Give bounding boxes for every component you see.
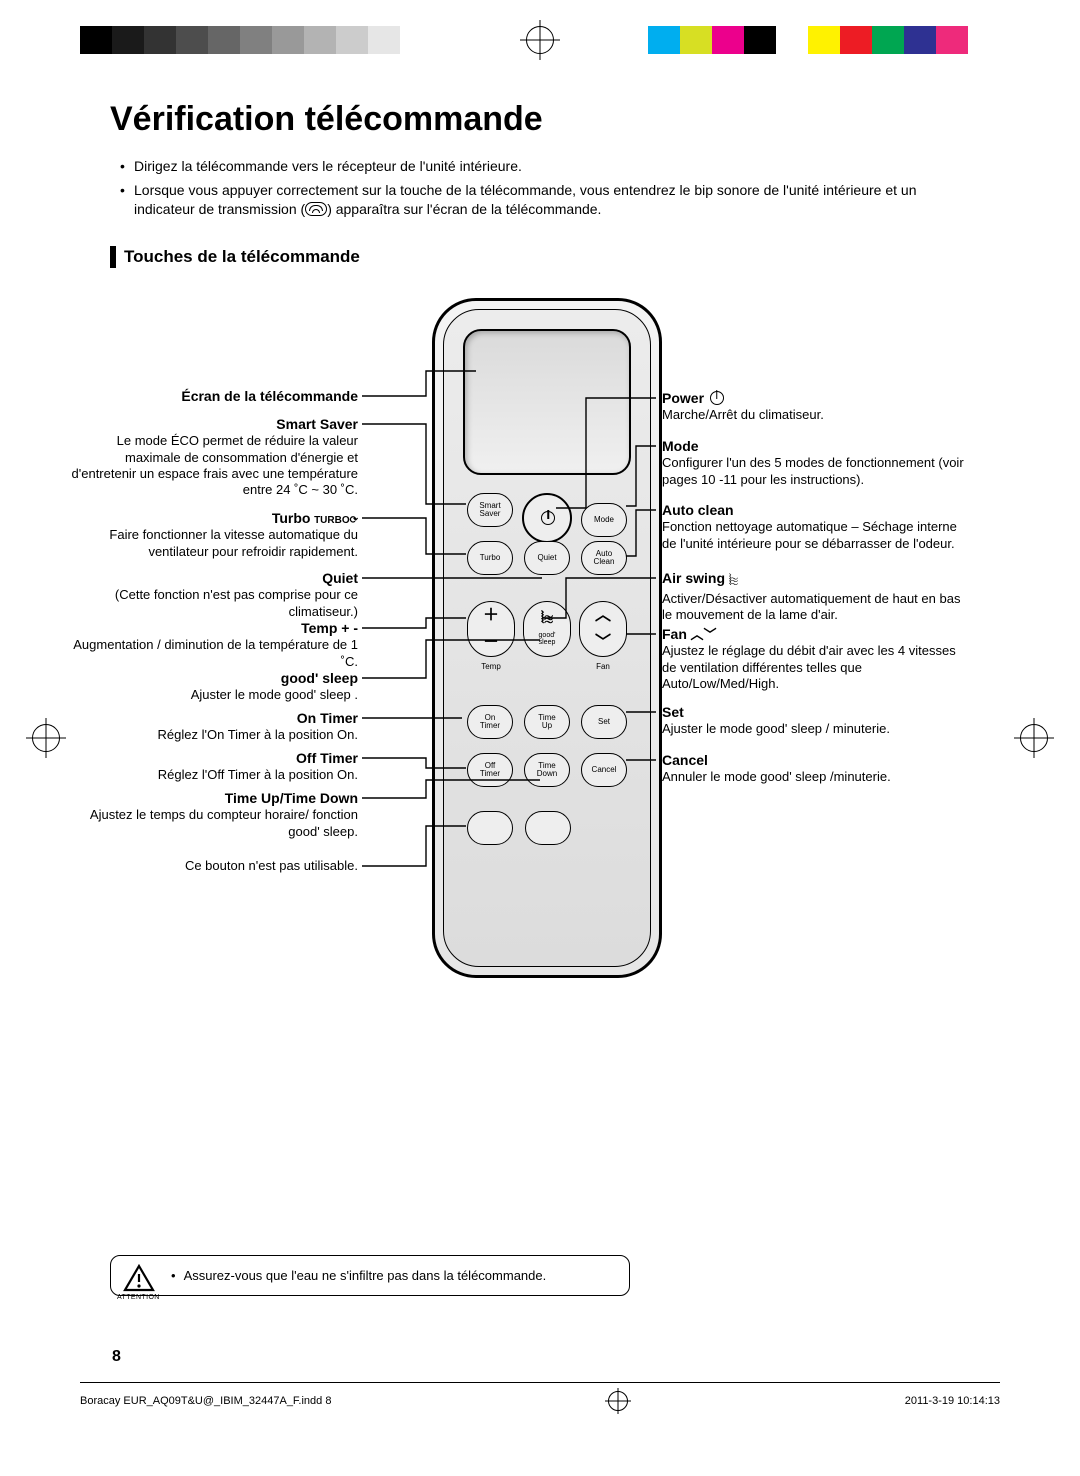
btn-off-timer[interactable]: Off Timer xyxy=(467,753,513,787)
attention-box: ATTENTION • Assurez-vous que l'eau ne s'… xyxy=(110,1255,630,1296)
attention-text: Assurez-vous que l'eau ne s'infiltre pas… xyxy=(184,1268,547,1283)
callout-mode-desc: Configurer l'un des 5 modes de fonctionn… xyxy=(662,455,964,486)
chevron-down-icon: ﹀ xyxy=(595,635,611,650)
callout-power-desc: Marche/Arrêt du climatiseur. xyxy=(662,407,824,422)
callout-fan-title: Fan xyxy=(662,626,687,642)
registration-mark-icon xyxy=(605,1388,631,1414)
callout-good-desc: Ajuster le mode good' sleep . xyxy=(191,687,358,702)
callout-fan-desc: Ajustez le réglage du débit d'air avec l… xyxy=(662,643,956,691)
callout-smart-title: Smart Saver xyxy=(276,416,358,432)
callout-set-title: Set xyxy=(662,704,684,720)
callout-timeupdown-desc: Ajustez le temps du compteur horaire/ fo… xyxy=(90,807,358,838)
power-icon xyxy=(710,391,724,405)
callout-ontimer-title: On Timer xyxy=(297,710,358,726)
btn-on-timer[interactable]: On Timer xyxy=(467,705,513,739)
btn-unused xyxy=(525,811,571,845)
btn-fan[interactable]: ︿ ﹀ xyxy=(579,601,627,657)
callout-offtimer-title: Off Timer xyxy=(296,750,358,766)
turbo-icon: TURBO⟳ xyxy=(314,515,358,526)
callout-autoclean-desc: Fonction nettoyage automatique – Séchage… xyxy=(662,519,957,550)
callout-set-desc: Ajuster le mode good' sleep / minuterie. xyxy=(662,721,890,736)
air-swing-icon: ⦚≋ xyxy=(541,611,553,626)
registration-strip-top xyxy=(0,20,1080,60)
page-number: 8 xyxy=(112,1348,121,1366)
callout-unused-desc: Ce bouton n'est pas utilisable. xyxy=(185,858,358,873)
power-icon xyxy=(541,511,555,525)
btn-time-down[interactable]: Time Down xyxy=(524,753,570,787)
callout-smart-desc: Le mode ÉCO permet de réduire la valeur … xyxy=(72,433,358,497)
print-footer: Boracay EUR_AQ09T&U@_IBIM_32447A_F.indd … xyxy=(80,1382,1000,1412)
callout-turbo-title: Turbo xyxy=(272,510,311,526)
intro-bullet-list: Dirigez la télécommande vers le récepteu… xyxy=(110,157,970,220)
footer-timestamp: 2011-3-19 10:14:13 xyxy=(905,1395,1000,1407)
registration-mark-icon xyxy=(520,20,560,60)
intro-bullet: Lorsque vous appuyer correctement sur la… xyxy=(120,181,970,220)
callout-autoclean-title: Auto clean xyxy=(662,502,734,518)
chevron-up-icon: ︿ xyxy=(595,608,611,623)
callout-temp-desc: Augmentation / diminution de la températ… xyxy=(73,637,358,668)
callout-quiet-title: Quiet xyxy=(322,570,358,586)
label-fan: Fan xyxy=(579,663,627,671)
callout-power-title: Power xyxy=(662,390,704,406)
btn-smart-saver[interactable]: Smart Saver xyxy=(467,493,513,527)
registration-mark-icon xyxy=(18,718,74,758)
remote-diagram: Smart Saver Mode Turbo Quiet Auto Clean … xyxy=(110,298,970,1058)
callout-temp-title: Temp + - xyxy=(301,620,358,636)
btn-cancel[interactable]: Cancel xyxy=(581,753,627,787)
remote-screen xyxy=(463,329,631,475)
btn-power[interactable] xyxy=(522,493,572,543)
btn-time-up[interactable]: Time Up xyxy=(524,705,570,739)
btn-turbo[interactable]: Turbo xyxy=(467,541,513,575)
callout-ontimer-desc: Réglez l'On Timer à la position On. xyxy=(158,727,358,742)
section-heading-text: Touches de la télécommande xyxy=(124,247,360,267)
callout-screen: Écran de la télécommande xyxy=(181,388,358,404)
callout-offtimer-desc: Réglez l'Off Timer à la position On. xyxy=(158,767,358,782)
registration-mark-icon xyxy=(1006,718,1062,758)
callout-good-title: good' sleep xyxy=(281,670,358,686)
callout-cancel-title: Cancel xyxy=(662,752,708,768)
footer-file: Boracay EUR_AQ09T&U@_IBIM_32447A_F.indd … xyxy=(80,1395,331,1407)
fan-updown-icon: ︿﹀ xyxy=(691,627,717,642)
warning-icon xyxy=(123,1264,155,1292)
callout-mode-title: Mode xyxy=(662,438,699,454)
callout-quiet-desc: (Cette fonction n'est pas comprise pour … xyxy=(115,587,358,618)
callout-airswing-title: Air swing xyxy=(662,570,725,586)
btn-auto-clean[interactable]: Auto Clean xyxy=(581,541,627,575)
btn-quiet[interactable]: Quiet xyxy=(524,541,570,575)
btn-air-swing-good-sleep[interactable]: ⦚≋ good' sleep xyxy=(523,601,571,657)
callout-airswing-desc: Activer/Désactiver automatiquement de ha… xyxy=(662,591,960,622)
btn-mode[interactable]: Mode xyxy=(581,503,627,537)
page-title: Vérification télécommande xyxy=(110,100,970,139)
attention-label: ATTENTION xyxy=(117,1294,160,1301)
callout-turbo-desc: Faire fonctionner la vitesse automatique… xyxy=(109,527,358,558)
btn-set[interactable]: Set xyxy=(581,705,627,739)
heading-bar-icon xyxy=(110,246,116,268)
transmit-icon xyxy=(305,202,327,216)
air-swing-icon: ⦚≋ xyxy=(729,572,737,591)
btn-temp[interactable]: ＋ － xyxy=(467,601,515,657)
intro-bullet: Dirigez la télécommande vers le récepteu… xyxy=(120,157,970,177)
remote-body: Smart Saver Mode Turbo Quiet Auto Clean … xyxy=(432,298,662,978)
callout-cancel-desc: Annuler le mode good' sleep /minuterie. xyxy=(662,769,891,784)
callout-timeupdown-title: Time Up/Time Down xyxy=(225,790,358,806)
btn-unused xyxy=(467,811,513,845)
page-content: Vérification télécommande Dirigez la tél… xyxy=(110,100,970,1366)
section-heading: Touches de la télécommande xyxy=(110,246,970,268)
label-temp: Temp xyxy=(467,663,515,671)
